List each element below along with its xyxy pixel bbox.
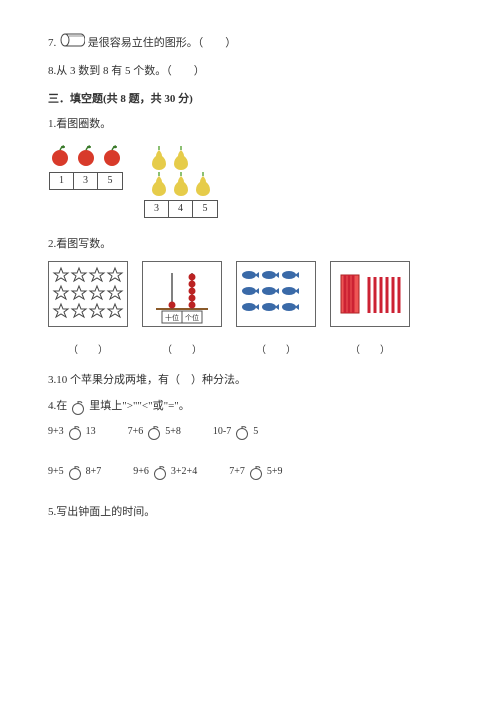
equation: 9+58+7: [48, 464, 101, 480]
q3-1-right: 3 4 5: [144, 144, 218, 218]
pear-icon: [171, 170, 191, 196]
q7-text: 是很容易立住的图形。（ ）: [88, 37, 237, 49]
stars-box: [48, 261, 128, 327]
answer-paren: （ ）: [142, 341, 222, 356]
tens-label: 十位: [165, 313, 179, 322]
q3-5: 5.写出钟面上的时间。: [48, 504, 452, 522]
q3-2-figures: 十位 个位: [48, 261, 452, 327]
answer-paren: （ ）: [236, 341, 316, 356]
q8-num: 8.: [48, 65, 56, 77]
apple-blank-icon: [248, 464, 264, 480]
pear-icon: [171, 144, 191, 170]
q3-4-row1: 9+313 7+65+8 10-75: [48, 424, 452, 440]
numcell: 3: [74, 173, 98, 189]
q3-3: 3.10 个苹果分成两堆，有（ ）种分法。: [48, 372, 452, 390]
apple-icon: [74, 144, 98, 168]
numbox-right: 3 4 5: [144, 200, 218, 218]
abacus-box: 十位 个位: [142, 261, 222, 327]
apple-blank-icon: [70, 399, 86, 415]
apple-blank-icon: [146, 424, 162, 440]
pear-icon: [193, 170, 213, 196]
q3-1-figure: 1 3 5 3 4 5: [48, 144, 452, 218]
pear-group: [149, 144, 213, 196]
equation: 9+63+2+4: [133, 464, 197, 480]
apple-blank-icon: [234, 424, 250, 440]
apple-blank-icon: [67, 464, 83, 480]
numbox-left: 1 3 5: [49, 172, 123, 190]
question-8: 8.从 3 数到 8 有 5 个数。（ ）: [48, 63, 452, 81]
numcell: 5: [193, 201, 217, 217]
q8-text: 从 3 数到 8 有 5 个数。（ ）: [56, 65, 205, 77]
question-7: 7. 是很容易立住的图形。（ ）: [48, 32, 452, 55]
apple-blank-icon: [152, 464, 168, 480]
numcell: 3: [145, 201, 169, 217]
q3-4-row2: 9+58+7 9+63+2+4 7+75+9: [48, 464, 452, 480]
numcell: 4: [169, 201, 193, 217]
equation: 7+65+8: [128, 424, 181, 440]
answer-paren: （ ）: [330, 341, 410, 356]
numcell: 5: [98, 173, 122, 189]
equation: 10-75: [213, 424, 258, 440]
apple-icon: [100, 144, 124, 168]
apple-icon: [48, 144, 72, 168]
section-3-title: 三．填空题(共 8 题，共 30 分): [48, 90, 452, 106]
numcell: 1: [50, 173, 74, 189]
answer-paren: （ ）: [48, 341, 128, 356]
cylinder-icon: [59, 32, 85, 55]
q3-2-answers: （ ） （ ） （ ） （ ）: [48, 341, 452, 356]
pear-icon: [149, 170, 169, 196]
q7-num: 7.: [48, 37, 56, 49]
equation: 7+75+9: [229, 464, 282, 480]
apple-row: [48, 144, 124, 168]
q3-1-label: 1.看图圈数。: [48, 116, 452, 134]
q3-1-left: 1 3 5: [48, 144, 124, 218]
pear-icon: [149, 144, 169, 170]
apple-blank-icon: [67, 424, 83, 440]
q3-2-label: 2.看图写数。: [48, 236, 452, 254]
whales-box: [236, 261, 316, 327]
sticks-box: [330, 261, 410, 327]
ones-label: 个位: [185, 313, 199, 322]
q3-4-label: 4.在 里填上">""<"或"="。: [48, 398, 452, 416]
equation: 9+313: [48, 424, 96, 440]
